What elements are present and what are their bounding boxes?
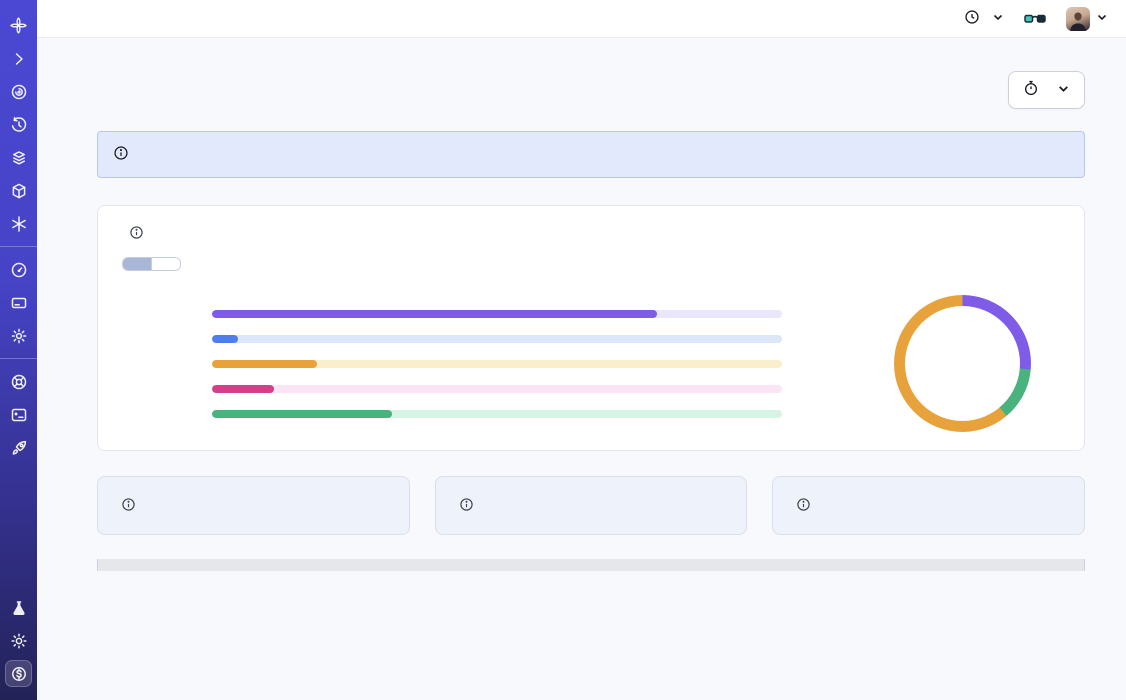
sidebar-cli-terminal[interactable]: [5, 401, 32, 428]
storage-card: [772, 476, 1085, 535]
getting-started-rocket-icon: [10, 439, 28, 457]
sidebar-support-lifebuoy[interactable]: [5, 368, 32, 395]
storage-card: [97, 476, 410, 535]
billing-card-icon: [10, 294, 28, 312]
schedules-icon: [10, 116, 28, 134]
timezone-selector[interactable]: [964, 9, 1004, 28]
tab-total[interactable]: [123, 258, 151, 270]
sidebar-billing-card[interactable]: [5, 289, 32, 316]
user-avatar: [1066, 7, 1090, 31]
bar-fill: [212, 385, 274, 393]
billable-actions-bar-chart: [122, 301, 864, 426]
support-lifebuoy-icon: [10, 373, 28, 391]
chevron-down-icon: [992, 11, 1004, 26]
deployments-icon: [10, 182, 28, 200]
bar-track: [212, 335, 782, 343]
sidebar-getting-started-rocket[interactable]: [5, 434, 32, 461]
bar-track: [212, 410, 782, 418]
bar-chart-row: [122, 401, 864, 426]
stopwatch-icon: [1023, 80, 1039, 100]
settings-gear-icon: [10, 327, 28, 345]
collapse-icon: [10, 50, 28, 68]
period-selector-button[interactable]: [1008, 71, 1085, 109]
bar-track: [212, 360, 782, 368]
total-actions-donut-chart: [894, 295, 1031, 432]
total-daily-tab-group: [122, 257, 181, 271]
nexus-glasses-icon[interactable]: [1024, 11, 1046, 27]
sidebar-labs-flask[interactable]: [5, 594, 32, 621]
sidebar-settings-gear[interactable]: [5, 322, 32, 349]
bar-fill: [212, 360, 317, 368]
top-bar: [37, 0, 1126, 38]
billable-actions-card: [97, 205, 1085, 451]
bar-chart-row: [122, 376, 864, 401]
sidebar-divider: [0, 358, 37, 359]
sidebar-theme-sun[interactable]: [5, 627, 32, 654]
bar-fill: [212, 410, 392, 418]
bar-chart-row: [122, 351, 864, 376]
usage-page: [37, 38, 1126, 700]
sidebar-schedules[interactable]: [5, 111, 32, 138]
bar-chart-row: [122, 301, 864, 326]
table-next-row-partial: [97, 559, 1085, 571]
sidebar-namespaces[interactable]: [5, 78, 32, 105]
info-icon[interactable]: [796, 497, 811, 515]
temporal-logo-icon: [9, 16, 28, 35]
sidebar-collapse[interactable]: [5, 45, 32, 72]
storage-card: [435, 476, 748, 535]
bar-track: [212, 310, 782, 318]
usage-dollar-icon: [10, 665, 28, 683]
info-icon[interactable]: [459, 497, 474, 515]
bar-chart-row: [122, 326, 864, 351]
clock-icon: [964, 9, 980, 28]
theme-sun-icon: [10, 632, 28, 650]
user-menu[interactable]: [1066, 7, 1108, 31]
usage-gauge-icon: [10, 261, 28, 279]
sidebar-temporal-logo[interactable]: [5, 12, 32, 39]
namespace-usage-table: [97, 559, 1085, 571]
info-banner: [97, 131, 1085, 178]
bar-fill: [212, 310, 657, 318]
sidebar: [0, 0, 37, 700]
sidebar-divider: [0, 246, 37, 247]
labs-flask-icon: [10, 599, 28, 617]
namespaces-icon: [10, 83, 28, 101]
sidebar-stack[interactable]: [5, 144, 32, 171]
chevron-down-icon: [1057, 82, 1070, 99]
info-icon[interactable]: [129, 225, 144, 244]
bar-track: [212, 385, 782, 393]
sidebar-nexus[interactable]: [5, 210, 32, 237]
chevron-down-icon: [1096, 11, 1108, 26]
sidebar-usage-dollar[interactable]: [5, 660, 32, 687]
tab-daily[interactable]: [151, 258, 180, 270]
info-icon[interactable]: [121, 497, 136, 515]
sidebar-usage-gauge[interactable]: [5, 256, 32, 283]
bar-fill: [212, 335, 238, 343]
stack-icon: [10, 149, 28, 167]
storage-summary-row: [97, 476, 1085, 535]
nexus-icon: [10, 215, 28, 233]
cli-terminal-icon: [10, 406, 28, 424]
info-icon: [113, 145, 129, 164]
sidebar-deployments[interactable]: [5, 177, 32, 204]
